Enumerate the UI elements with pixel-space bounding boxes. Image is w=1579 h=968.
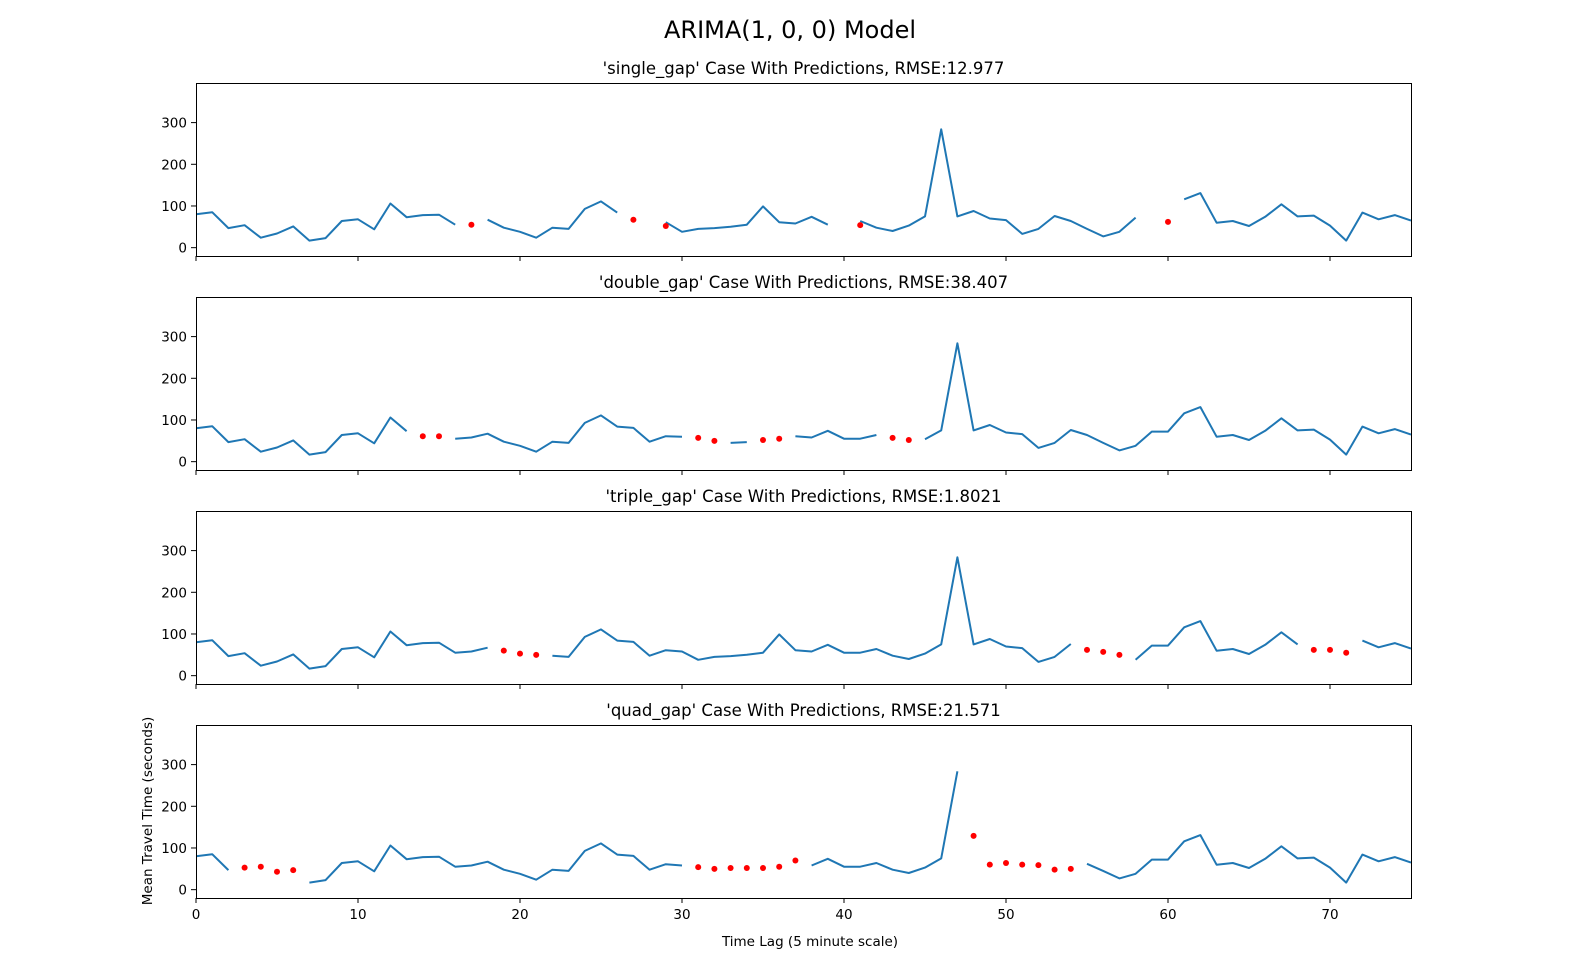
prediction-point [290, 867, 297, 874]
prediction-point [711, 437, 718, 444]
prediction-point [1035, 862, 1042, 869]
y-tick-label: 200 [161, 799, 187, 815]
y-tick-label: 100 [161, 627, 187, 643]
observed-line-segment [196, 202, 456, 242]
prediction-point [1084, 646, 1090, 653]
x-tick-label: 30 [673, 907, 690, 923]
prediction-point [1067, 865, 1074, 872]
y-tick-label: 200 [161, 585, 187, 601]
prediction-point [517, 650, 523, 657]
prediction-point [970, 832, 977, 839]
observed-line-segment [196, 416, 408, 456]
observed-line-segment [1183, 192, 1411, 242]
prediction-point [1310, 646, 1317, 653]
prediction-point [1165, 218, 1171, 225]
prediction-point [241, 864, 248, 871]
y-tick-label: 300 [161, 330, 187, 346]
subplot-1: 'single_gap' Case With Predictions, RMSE… [161, 59, 1412, 261]
observed-line-segment [859, 128, 1137, 238]
prediction-point [776, 435, 783, 442]
prediction-point [630, 216, 637, 223]
prediction-point [1003, 859, 1009, 866]
y-tick-label: 300 [161, 116, 187, 132]
subplot-title: 'quad_gap' Case With Predictions, RMSE:2… [606, 701, 1000, 721]
y-tick-label: 0 [178, 241, 187, 257]
prediction-point [760, 864, 766, 871]
observed-line-segment [487, 200, 618, 239]
y-axis-label: Mean Travel Time (seconds) [140, 717, 156, 906]
prediction-point [727, 864, 734, 871]
prediction-point [500, 647, 507, 654]
subplot-title: 'single_gap' Case With Predictions, RMSE… [603, 59, 1005, 79]
prediction-point [662, 222, 669, 229]
y-tick-label: 300 [161, 544, 187, 560]
prediction-point [711, 865, 718, 872]
prediction-point [776, 863, 783, 870]
prediction-point [1116, 651, 1123, 658]
observed-line-segment [811, 771, 959, 874]
observed-line-segment [455, 414, 683, 453]
observed-line-segment [1086, 834, 1411, 884]
observed-line-segment [1134, 620, 1299, 661]
observed-line-segment [196, 853, 230, 871]
prediction-point [436, 433, 442, 440]
x-axis-label: Time Lag (5 minute scale) [721, 934, 898, 950]
subplot-3: 'triple_gap' Case With Predictions, RMSE… [161, 487, 1412, 689]
observed-line-segment [730, 441, 747, 444]
y-tick-label: 0 [178, 669, 187, 685]
y-tick-label: 0 [178, 883, 187, 899]
prediction-point [889, 434, 896, 441]
subplot-title: 'triple_gap' Case With Predictions, RMSE… [606, 487, 1002, 507]
y-tick-label: 100 [161, 413, 187, 429]
observed-line-segment [1362, 639, 1411, 650]
subplot-4: 'quad_gap' Case With Predictions, RMSE:2… [161, 701, 1412, 923]
y-tick-label: 100 [161, 841, 187, 857]
prediction-point [695, 434, 702, 441]
prediction-point [274, 868, 280, 875]
prediction-point [905, 436, 912, 443]
axes-frame [196, 297, 1412, 471]
observed-line-segment [924, 342, 1411, 456]
prediction-point [419, 433, 426, 440]
prediction-point [1051, 866, 1058, 873]
x-tick-label: 40 [835, 907, 852, 923]
y-tick-label: 200 [161, 371, 187, 387]
prediction-point [760, 436, 766, 443]
prediction-point [1327, 646, 1333, 653]
prediction-point [533, 651, 540, 658]
x-tick-label: 20 [511, 907, 528, 923]
observed-line-segment [309, 842, 683, 884]
prediction-point [257, 863, 264, 870]
prediction-point [1343, 649, 1350, 656]
observed-line-segment [552, 556, 1072, 663]
subplots: 'single_gap' Case With Predictions, RMSE… [161, 59, 1412, 923]
x-tick-label: 50 [997, 907, 1014, 923]
subplot-title: 'double_gap' Case With Predictions, RMSE… [599, 273, 1008, 293]
figure-title: ARIMA(1, 0, 0) Model [664, 16, 916, 44]
x-tick-label: 10 [349, 907, 366, 923]
axes-frame [196, 725, 1412, 899]
y-tick-label: 200 [161, 157, 187, 173]
y-tick-label: 300 [161, 758, 187, 774]
prediction-point [1019, 861, 1026, 868]
observed-line-segment [665, 205, 829, 233]
x-tick-label: 60 [1159, 907, 1176, 923]
prediction-point [468, 221, 475, 228]
prediction-point [792, 857, 799, 864]
axes-frame [196, 511, 1412, 685]
prediction-point [695, 864, 702, 871]
y-tick-label: 0 [178, 455, 187, 471]
y-tick-label: 100 [161, 199, 187, 215]
prediction-point [986, 861, 993, 868]
prediction-point [743, 864, 750, 871]
axes-frame [196, 83, 1412, 257]
x-tick-label: 70 [1321, 907, 1338, 923]
prediction-point [857, 222, 864, 229]
observed-line-segment [795, 429, 877, 440]
subplot-2: 'double_gap' Case With Predictions, RMSE… [161, 273, 1412, 475]
x-tick-label: 0 [192, 907, 201, 923]
prediction-point [1100, 648, 1107, 655]
observed-line-segment [196, 630, 488, 670]
